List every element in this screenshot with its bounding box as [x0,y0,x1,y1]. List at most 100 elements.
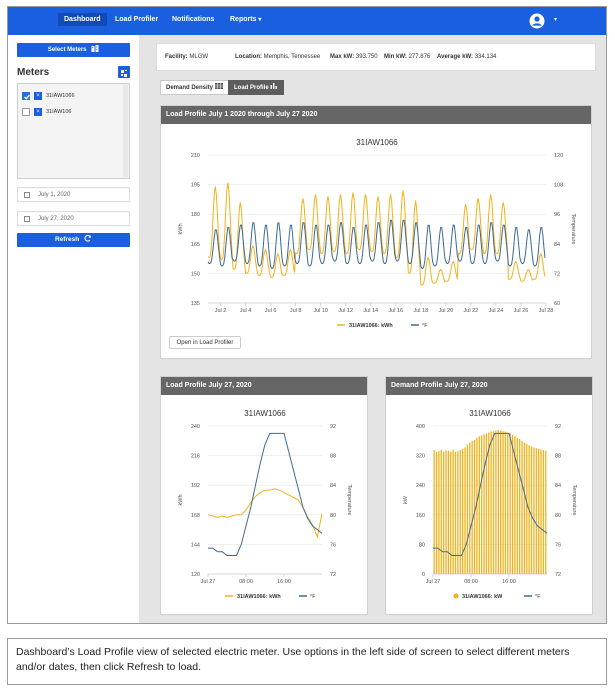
bar [495,430,497,574]
y2-tick-label: 72 [555,572,561,578]
y-tick-label: 168 [191,513,200,519]
bar [488,432,490,574]
load-profile-chart[interactable]: 31IAW1066 135 150 165 180 195 210 60 72 84 96 108 12… [161,125,591,330]
location-value: Memphis, Tennessee [263,54,321,60]
user-avatar-icon[interactable] [529,13,545,29]
x-tick-label: 08:00 [239,579,253,585]
card-header: Load Profile July 1 2020 through July 27… [161,106,591,124]
tab-demand-density[interactable]: Demand Density [160,80,229,95]
x-tick-label: Jul 6 [265,308,277,314]
x-tick-label: Jul 4 [240,308,252,314]
meters-list[interactable]: × 31IAW1066 × 31IAW106 [17,83,130,179]
avg-kw-value: 334.134 [474,54,497,60]
building-icon [91,45,99,52]
tab-load-profile[interactable]: Load Profile [228,80,285,95]
x-tick-label: Jul 28 [539,308,554,314]
start-date-field[interactable]: July 1, 2020 [17,187,130,202]
meter-checkbox[interactable] [22,108,30,116]
app-window: Dashboard Load Profiler Notifications Re… [7,6,607,624]
bar [490,431,492,574]
bar [478,436,480,574]
bar [540,449,542,574]
nav-reports[interactable]: Reports ▾ [230,16,261,23]
x-tick-label: Jul 20 [439,308,454,314]
calendar-icon [24,192,30,198]
nav-dashboard[interactable]: Dashboard [58,13,107,26]
select-meters-button[interactable]: Select Meters [17,43,130,57]
end-date-value: July 27, 2020 [38,216,74,222]
bar [542,450,545,574]
bar [447,450,450,574]
refresh-button[interactable]: Refresh [17,233,130,247]
x-tick-label: Jul 26 [514,308,529,314]
y-tick-label: 195 [191,183,200,189]
bar [459,450,461,574]
series-line-0 [207,182,546,286]
start-date-value: July 1, 2020 [38,192,71,198]
chart-title: 31IAW1066 [356,138,398,147]
x-tick-label: 16:00 [502,579,516,585]
bar-chart-icon [270,83,278,89]
y-tick-label: 192 [191,483,200,489]
y-tick-label: 180 [191,212,200,218]
bar [454,451,457,574]
y2-tick-label: 120 [554,153,563,159]
x-tick-label: Jul 10 [313,308,328,314]
legend-label: °F [310,594,316,600]
remove-meter-icon[interactable]: × [34,92,42,100]
avg-kw-label: Average kW: [437,54,474,60]
daily-load-profile-chart[interactable]: 31IAW1066 120 144 168 192 216 240 72 76 80 84 88 92 J… [161,396,367,615]
y2-tick-label: 76 [555,542,561,548]
list-toggle-icon [121,70,127,77]
bar [435,451,438,574]
refresh-icon [84,234,92,242]
figure-caption: Dashboard’s Load Profile view of selecte… [16,646,570,673]
y-axis-label: kWh [178,495,184,506]
bar [535,448,537,574]
meter-name: 31IAW106 [46,109,72,115]
y-tick-label: 400 [416,424,425,430]
remove-meter-icon[interactable]: × [34,108,42,116]
y2-tick-label: 76 [330,542,336,548]
x-tick-label: Jul 2 [215,308,227,314]
bar [469,442,471,574]
location-label: Location: [235,54,262,60]
y-tick-label: 135 [191,301,200,307]
y-tick-label: 150 [191,271,200,277]
sidebar: Select Meters Meters × 31IAW1066 × 31IAW… [8,35,139,623]
bar [464,447,466,574]
y-tick-label: 0 [422,572,425,578]
bar [440,449,442,574]
load-profile-card: Load Profile July 1 2020 through July 27… [160,105,592,359]
demand-profile-chart[interactable]: 31IAW1066 0 80 160 240 320 400 72 76 80 84 88 92 Jul … [386,396,592,615]
facility-label: Facility: [165,54,188,60]
bar [483,434,485,574]
max-kw-value: 393.750 [355,54,378,60]
meter-checkbox[interactable] [22,92,30,100]
bar [473,440,476,574]
checkmark-icon [24,94,30,100]
end-date-field[interactable]: July 27, 2020 [17,211,130,226]
bar [492,431,495,574]
legend-marker [453,593,459,599]
open-in-load-profiler-button[interactable]: Open in Load Profiler [169,336,241,349]
bar [516,437,518,574]
y2-tick-label: 84 [330,483,336,489]
x-tick-label: Jul 8 [290,308,302,314]
y2-tick-label: 72 [330,572,336,578]
nav-load-profiler[interactable]: Load Profiler [115,16,159,23]
y-tick-label: 80 [419,542,425,548]
y-tick-label: 210 [191,153,200,159]
y2-tick-label: 88 [330,454,336,460]
nav-reports-label: Reports [230,16,257,23]
daily-load-profile-card: Load Profile July 27, 2020 31IAW1066 120 1… [160,376,368,615]
bar [452,449,454,574]
nav-notifications[interactable]: Notifications [172,16,215,23]
user-menu-caret-icon[interactable]: ▾ [554,17,558,23]
y-tick-label: 144 [191,542,200,548]
caption-box: Dashboard’s Load Profile view of selecte… [7,638,607,685]
bar [523,442,526,574]
meters-list-toggle-button[interactable] [118,66,130,78]
scrollbar[interactable] [123,85,128,177]
top-navbar: Dashboard Load Profiler Notifications Re… [8,7,606,35]
